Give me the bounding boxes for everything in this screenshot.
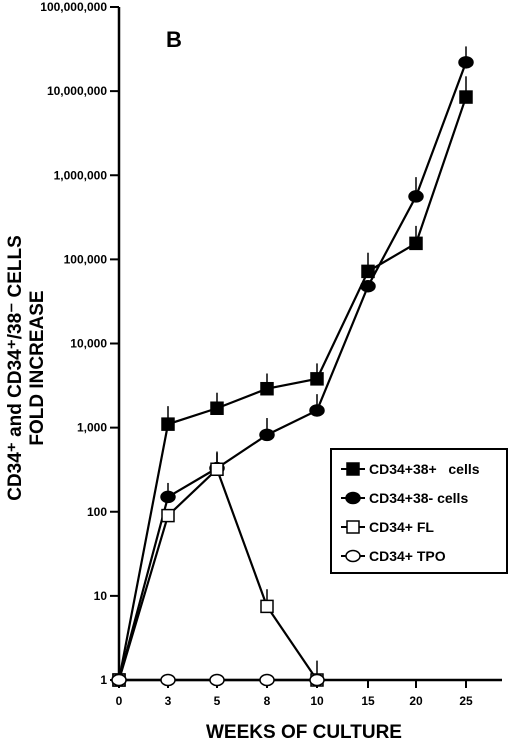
data-point <box>260 381 274 396</box>
x-tick-label: 8 <box>264 694 271 708</box>
data-point <box>309 404 325 417</box>
data-point <box>310 372 324 386</box>
y-tick-label: 10 <box>94 589 108 603</box>
series-line <box>117 61 468 681</box>
data-point <box>259 673 275 687</box>
legend-marker <box>345 491 361 505</box>
data-point <box>210 462 224 477</box>
y-axis-title-line1: CD34⁺ and CD34⁺/38⁻ CELLS <box>5 235 26 501</box>
x-tick-label: 10 <box>310 694 324 708</box>
y-tick-label: 10,000 <box>70 337 107 351</box>
data-point <box>409 236 423 251</box>
series-line <box>117 467 318 681</box>
legend-marker <box>346 520 360 534</box>
y-tick-label: 1,000,000 <box>54 168 108 182</box>
legend-marker <box>345 549 361 563</box>
plot-area <box>111 46 474 687</box>
legend-label: CD34+ TPO <box>369 548 446 564</box>
x-axis-title: WEEKS OF CULTURE <box>206 722 402 743</box>
x-tick-label: 3 <box>165 694 172 708</box>
y-axis-title-line2: FOLD INCREASE <box>27 290 48 445</box>
y-tick-label: 100,000 <box>64 252 108 266</box>
data-point <box>309 673 325 687</box>
series-3 <box>112 451 324 687</box>
series-2 <box>111 46 474 687</box>
x-tick-label: 0 <box>116 694 123 708</box>
legend-label: CD34+ FL <box>369 519 434 535</box>
series-4 <box>111 673 325 687</box>
y-tick-label: 100,000,000 <box>40 0 107 14</box>
legend: CD34+38+ cells CD34+38- cells CD34+ FL CD34… <box>330 448 508 574</box>
data-point <box>160 673 176 687</box>
y-tick-label: 100 <box>87 505 107 519</box>
data-point <box>408 190 424 203</box>
panel-label: B <box>166 27 182 52</box>
x-tick-label: 20 <box>409 694 423 708</box>
data-point <box>161 417 175 431</box>
legend-label: CD34+38+ cells <box>369 461 480 477</box>
data-point <box>458 56 474 69</box>
data-point <box>259 428 275 442</box>
data-point <box>260 599 274 614</box>
data-point <box>160 490 176 504</box>
legend-marker <box>346 462 360 476</box>
data-point <box>111 673 127 687</box>
data-point <box>161 508 175 523</box>
data-point <box>209 673 225 687</box>
x-tick-label: 5 <box>214 694 221 708</box>
x-tick-label: 15 <box>361 694 375 708</box>
data-point <box>210 401 224 415</box>
axes: 1101001,00010,000100,0001,000,00010,000,… <box>40 0 502 708</box>
data-point <box>361 264 375 279</box>
series-1 <box>112 76 473 687</box>
series-line <box>117 96 468 681</box>
data-point <box>459 90 473 104</box>
y-tick-label: 10,000,000 <box>47 84 107 98</box>
y-axis-title: CD34⁺ and CD34⁺/38⁻ CELLS FOLD INCREASE <box>5 235 48 501</box>
x-tick-label: 25 <box>459 694 473 708</box>
y-tick-label: 1 <box>100 673 107 687</box>
y-tick-label: 1,000 <box>77 421 107 435</box>
legend-label: CD34+38- cells <box>369 490 468 506</box>
data-point <box>360 279 376 293</box>
